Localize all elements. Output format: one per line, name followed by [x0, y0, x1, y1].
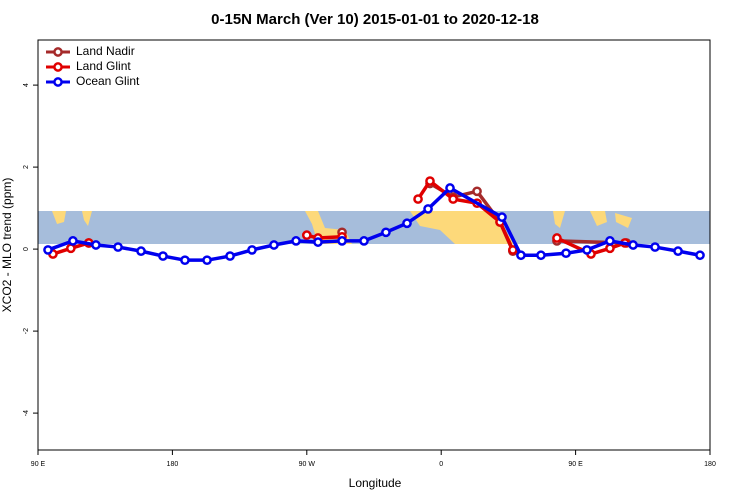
- legend-label: Land Nadir: [76, 44, 135, 58]
- y-axis-label: XCO2 - MLO trend (ppm): [0, 178, 14, 313]
- y-tick-label: 2: [23, 165, 30, 169]
- data-point: [413, 194, 423, 204]
- chart-title: 0-15N March (Ver 10) 2015-01-01 to 2020-…: [211, 11, 539, 28]
- legend-marker: [53, 47, 63, 57]
- data-point: [445, 183, 455, 193]
- data-point: [337, 236, 347, 246]
- x-tick-label: 180: [704, 461, 716, 468]
- x-tick-label: 90 E: [568, 461, 583, 468]
- land: [553, 211, 565, 228]
- data-point: [180, 255, 190, 266]
- legend-marker: [53, 62, 63, 72]
- data-point: [247, 245, 257, 255]
- data-point: [673, 246, 683, 256]
- legend-label: Land Glint: [76, 59, 131, 73]
- y-tick-label: -2: [23, 328, 30, 334]
- legend-label: Ocean Glint: [76, 74, 140, 88]
- data-point: [91, 240, 101, 250]
- land: [82, 211, 92, 226]
- data-point: [497, 212, 507, 222]
- data-point: [448, 194, 458, 204]
- data-point: [516, 250, 526, 261]
- data-point: [202, 255, 212, 266]
- data-point: [552, 233, 562, 243]
- y-tick-label: 0: [23, 247, 30, 251]
- x-axis-label: Longitude: [349, 476, 402, 490]
- y-tick-label: 4: [23, 83, 30, 87]
- data-point: [68, 236, 78, 246]
- data-point: [43, 245, 53, 255]
- data-point: [313, 237, 323, 247]
- data-point: [605, 236, 615, 246]
- data-point: [561, 248, 571, 259]
- legend-marker: [53, 77, 63, 87]
- data-point: [301, 230, 312, 241]
- data-point: [582, 245, 592, 255]
- data-point: [136, 246, 146, 256]
- data-point: [472, 186, 482, 197]
- data-point: [291, 236, 301, 246]
- data-point: [650, 242, 660, 252]
- data-point: [381, 227, 391, 238]
- data-point: [359, 236, 369, 246]
- plot-frame: [37, 39, 711, 451]
- data-point: [113, 242, 123, 252]
- data-point: [269, 240, 279, 250]
- land: [590, 211, 607, 226]
- data-point: [158, 251, 168, 261]
- land: [615, 213, 632, 228]
- data-point: [425, 176, 435, 186]
- x-tick-label: 90 W: [299, 461, 316, 468]
- data-point: [695, 250, 705, 261]
- data-point: [423, 204, 433, 214]
- data-point: [225, 251, 235, 261]
- data-point: [536, 250, 546, 261]
- data-point: [628, 240, 638, 250]
- x-tick-label: 0: [439, 461, 443, 468]
- data-point: [402, 218, 412, 229]
- x-tick-label: 90 E: [31, 461, 46, 468]
- land: [410, 211, 515, 244]
- data-point: [605, 243, 615, 254]
- y-tick-label: -4: [23, 410, 30, 416]
- land: [52, 211, 66, 224]
- x-tick-label: 180: [167, 461, 179, 468]
- data-point: [66, 243, 76, 254]
